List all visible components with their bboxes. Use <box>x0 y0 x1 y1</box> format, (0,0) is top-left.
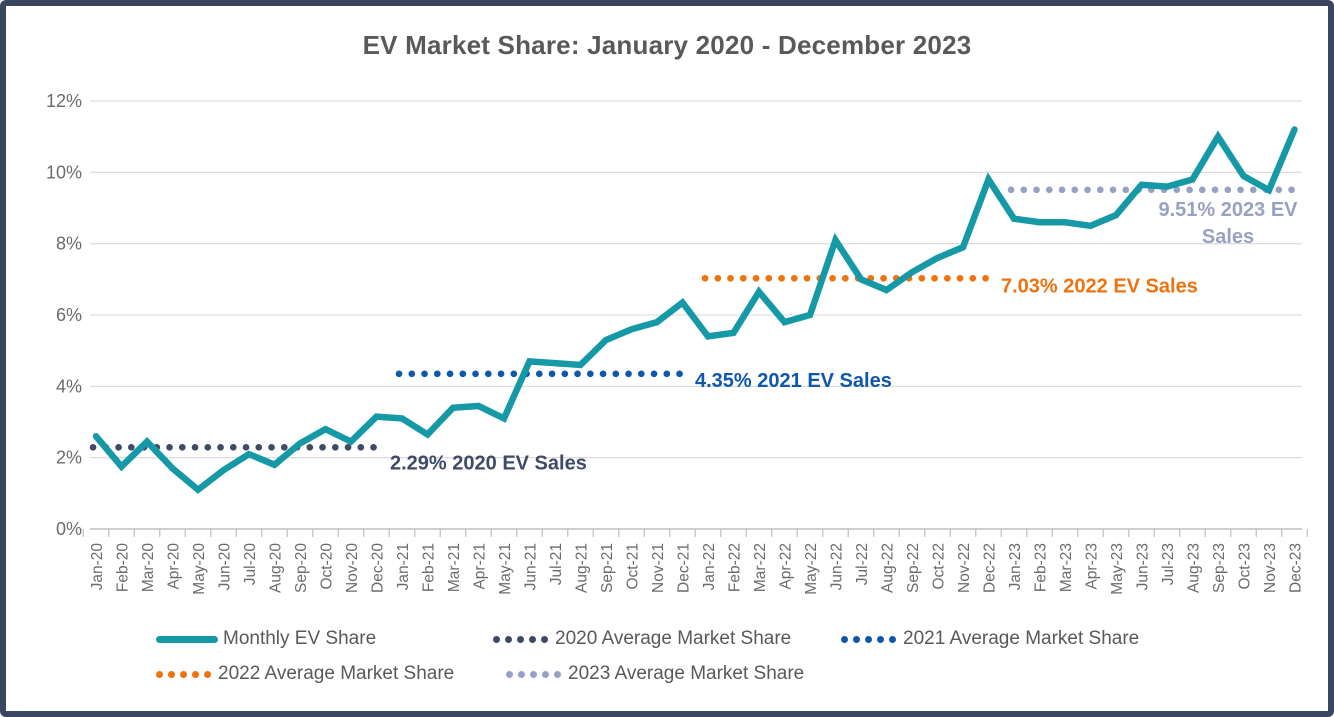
x-axis-label: Sep-21 <box>599 543 616 593</box>
x-axis-label: Apr-20 <box>166 543 183 590</box>
x-axis-label: Sep-22 <box>905 543 922 593</box>
x-axis-label: Apr-21 <box>472 543 489 590</box>
x-axis-label: Sep-20 <box>293 543 310 593</box>
x-axis-label: Nov-21 <box>650 543 667 593</box>
annotation-2023: Sales <box>1202 226 1254 248</box>
x-axis-label: Feb-21 <box>421 543 438 592</box>
x-axis-label: May-23 <box>1109 543 1126 595</box>
legend-row: 2022 Average Market Share 2023 Average Ma… <box>156 663 1139 685</box>
legend-item-2020-average-market-share: 2020 Average Market Share <box>493 628 841 650</box>
x-axis-label: Jan-21 <box>395 543 412 590</box>
chart-title: EV Market Share: January 2020 - December… <box>362 30 972 60</box>
legend-label: 2021 Average Market Share <box>903 628 1140 649</box>
legend-label: 2020 Average Market Share <box>555 628 792 649</box>
x-axis-label: Apr-23 <box>1084 543 1101 590</box>
legend-row: Monthly EV Share 2020 Average Market Shar… <box>156 628 1139 650</box>
x-axis-label: Mar-21 <box>446 543 463 592</box>
x-axis-label: Aug-20 <box>268 543 285 593</box>
x-axis-label: Oct-22 <box>931 543 948 590</box>
annotation-2023: 9.51% 2023 EV <box>1159 199 1299 221</box>
x-axis-label: Mar-22 <box>752 543 769 592</box>
annotation-2020: 2.29% 2020 EV Sales <box>390 452 587 474</box>
y-axis-label: 6% <box>56 305 82 325</box>
x-axis-label: Jun-23 <box>1135 543 1152 590</box>
x-axis-label: Jan-23 <box>1007 543 1024 590</box>
legend-label: 2023 Average Market Share <box>568 663 805 684</box>
x-axis-label: May-22 <box>803 543 820 595</box>
x-axis-label: Jul-21 <box>548 543 565 585</box>
x-axis-label: Nov-20 <box>344 543 361 593</box>
y-axis-label: 12% <box>46 91 82 111</box>
x-axis-label: Nov-23 <box>1262 543 1279 593</box>
x-axis-label: Dec-22 <box>982 543 999 593</box>
y-axis-label: 0% <box>56 519 82 539</box>
x-axis-label: Jun-22 <box>829 543 846 590</box>
x-axis-label: Dec-21 <box>676 543 693 593</box>
legend-dots-swatch-icon <box>493 635 548 643</box>
x-axis-label: Oct-21 <box>625 543 642 590</box>
legend-dots-swatch-icon <box>156 670 211 678</box>
x-axis-label: Aug-21 <box>574 543 591 593</box>
x-axis-label: Feb-22 <box>727 543 744 592</box>
x-axis-label: Dec-23 <box>1288 543 1305 593</box>
x-axis-label: Oct-20 <box>319 543 336 590</box>
legend-item-2021-average-market-share: 2021 Average Market Share <box>841 628 1139 650</box>
x-axis-label: Sep-23 <box>1211 543 1228 593</box>
chart-legend: Monthly EV Share 2020 Average Market Shar… <box>156 628 1139 685</box>
legend-dots-swatch-icon <box>841 635 896 643</box>
x-axis-label: Dec-20 <box>370 543 387 593</box>
x-axis-label: Aug-22 <box>880 543 897 593</box>
x-axis-label: Mar-20 <box>140 543 157 592</box>
x-axis-label: Jan-20 <box>89 543 106 591</box>
y-axis-label: 4% <box>56 376 82 396</box>
x-axis-label: Nov-22 <box>956 543 973 593</box>
y-axis-label: 10% <box>46 162 82 182</box>
legend-item-2022-average-market-share: 2022 Average Market Share <box>156 663 506 685</box>
x-axis-label: Oct-23 <box>1237 543 1254 590</box>
annotation-2021: 4.35% 2021 EV Sales <box>695 370 892 392</box>
legend-label: 2022 Average Market Share <box>218 663 455 684</box>
x-axis-label: May-20 <box>191 543 208 595</box>
legend-line-swatch-icon <box>156 635 218 643</box>
legend-label: Monthly EV Share <box>223 628 377 649</box>
x-axis-label: Mar-23 <box>1058 543 1075 592</box>
y-axis-label: 8% <box>56 234 82 254</box>
x-axis-label: Jun-21 <box>523 543 540 590</box>
legend-item-monthly-ev-share: Monthly EV Share <box>156 628 493 650</box>
x-axis-label: Jul-22 <box>854 543 871 585</box>
legend-item-2023-average-market-share: 2023 Average Market Share <box>506 663 804 685</box>
x-axis-label: Jan-22 <box>701 543 718 590</box>
legend-dots-swatch-icon <box>506 670 561 678</box>
x-axis-label: Apr-22 <box>778 543 795 590</box>
annotation-2022: 7.03% 2022 EV Sales <box>1001 275 1198 297</box>
ev-market-share-line-chart: 0% 2% 4% 6% 8% 10% 12% Jan-20 Feb-20 Mar-20 Apr-20… <box>46 91 1308 595</box>
y-axis-label: 2% <box>56 448 82 468</box>
x-axis-label: Jul-23 <box>1160 543 1177 585</box>
x-axis-label: May-21 <box>497 543 514 595</box>
x-axis-label: Jul-20 <box>242 543 259 586</box>
monthly-ev-share-line <box>92 126 1298 494</box>
x-axis-label: Feb-20 <box>115 543 132 592</box>
x-axis-label: Aug-23 <box>1186 543 1203 593</box>
x-axis-label: Jun-20 <box>217 543 234 591</box>
x-axis-label: Feb-23 <box>1033 543 1050 592</box>
